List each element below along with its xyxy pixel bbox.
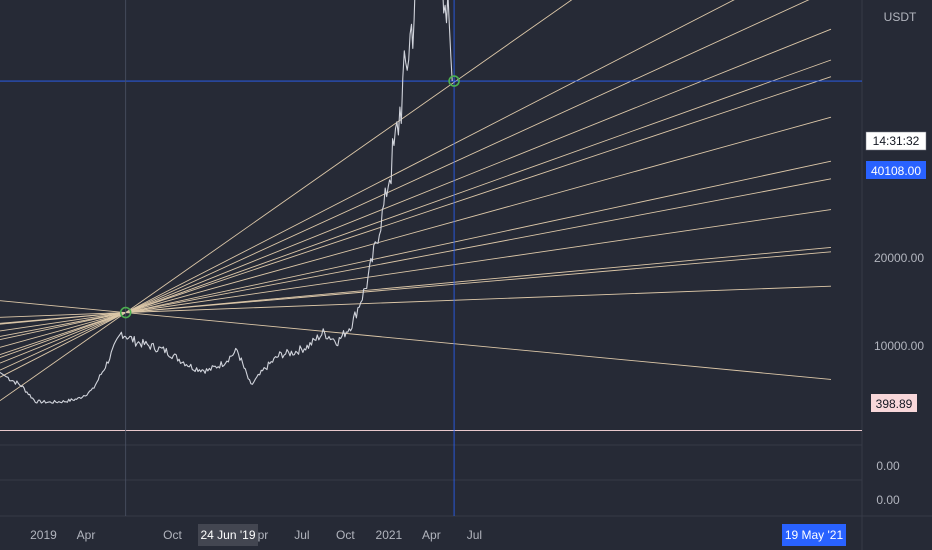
time-tick-label: Jul [467, 528, 482, 542]
price-series-line[interactable] [0, 0, 453, 404]
time-tick-label: Apr [422, 528, 441, 542]
fan-line[interactable] [0, 300, 832, 380]
level-price-badge: 398.89 [871, 394, 917, 412]
fan-line[interactable] [0, 0, 831, 378]
chart-markers[interactable] [119, 75, 460, 319]
time-tick-label: Apr [77, 528, 96, 542]
time-tick-label: 2019 [30, 528, 57, 542]
time-tick-label: Oct [163, 528, 182, 542]
fan-line[interactable] [0, 0, 831, 402]
countdown-label: 14:31:32 [873, 134, 920, 148]
crosshair-start-time-badge: 24 Jun '19 [198, 524, 258, 546]
time-tick-label: 2021 [376, 528, 403, 542]
price-tick-label: 10000.00 [874, 339, 924, 353]
crosshair-time-badge: 19 May '21 [782, 524, 846, 546]
point-marker[interactable] [119, 306, 132, 319]
crosshair-price-label: 40108.00 [871, 164, 921, 178]
currency-label: USDT [884, 10, 917, 24]
fan-lines[interactable] [0, 0, 832, 402]
fan-line[interactable] [0, 285, 832, 318]
fan-line[interactable] [0, 116, 832, 348]
fan-line[interactable] [0, 209, 832, 332]
point-marker[interactable] [448, 75, 460, 87]
crosshair-start-time-label: 24 Jun '19 [200, 528, 255, 542]
price-tick-label: 20000.00 [874, 251, 924, 265]
level-price-label: 398.89 [876, 397, 913, 411]
fan-line[interactable] [0, 178, 832, 337]
countdown-badge: 14:31:32 [865, 131, 927, 151]
fan-line[interactable] [0, 28, 832, 364]
fan-line[interactable] [0, 251, 832, 324]
indicator-axis: 0.00 0.00 [876, 459, 900, 507]
fan-line[interactable] [0, 76, 832, 356]
indicator-tick-label: 0.00 [876, 459, 900, 473]
fan-line[interactable] [0, 0, 831, 371]
crosshair-price-badge: 40108.00 [866, 161, 926, 179]
crosshair-time-label: 19 May '21 [785, 528, 844, 542]
time-tick-label: Oct [336, 528, 355, 542]
price-tick-label: 50000.00 [874, 0, 924, 1]
time-tick-label: Jul [294, 528, 309, 542]
indicator-tick-label: 0.00 [876, 493, 900, 507]
